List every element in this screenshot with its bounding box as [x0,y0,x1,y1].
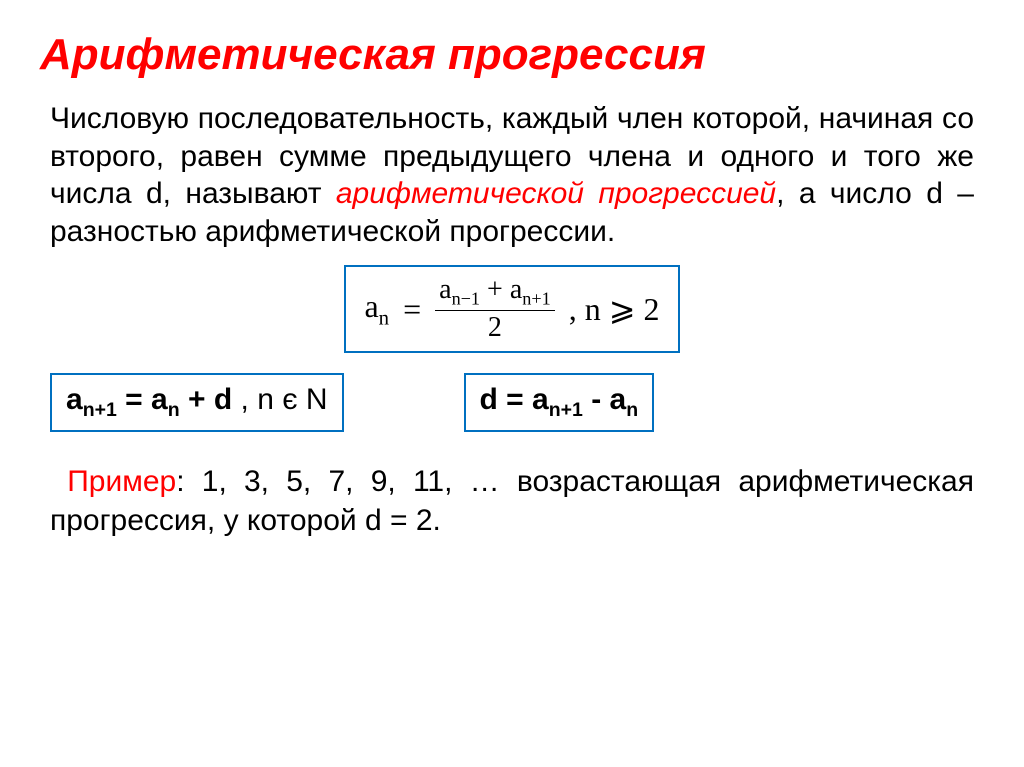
formula-mean-cond: , n ⩾ 2 [569,290,660,328]
formula-mean-lhs: an [364,288,389,330]
fraction-denominator: 2 [488,311,502,344]
example-text: Пример: 1, 3, 5, 7, 9, 11, … возрастающа… [50,462,974,540]
formula-recurrence-box: an+1 = an + d , n є N [50,373,344,432]
definition-term: арифметической прогрессией [336,177,776,210]
slide-title: Арифметическая прогрессия [40,30,984,80]
formula-difference-box: d = an+1 - an [464,373,655,432]
formula-mean-fraction: an−1 + an+1 2 [435,275,555,343]
example-label: Пример [67,465,176,498]
formula-mean-wrapper: an = an−1 + an+1 2 , n ⩾ 2 [40,265,984,353]
formula-row: an+1 = an + d , n є N d = an+1 - an [50,373,974,432]
formula-mean-box: an = an−1 + an+1 2 , n ⩾ 2 [344,265,679,353]
slide-content: Арифметическая прогрессия Числовую после… [0,0,1024,560]
fraction-numerator: an−1 + an+1 [435,275,555,311]
example-body: : 1, 3, 5, 7, 9, 11, … возрастающая ариф… [50,465,974,537]
definition-text: Числовую последовательность, каждый член… [50,100,974,250]
formula-mean-eq: = [403,291,421,328]
